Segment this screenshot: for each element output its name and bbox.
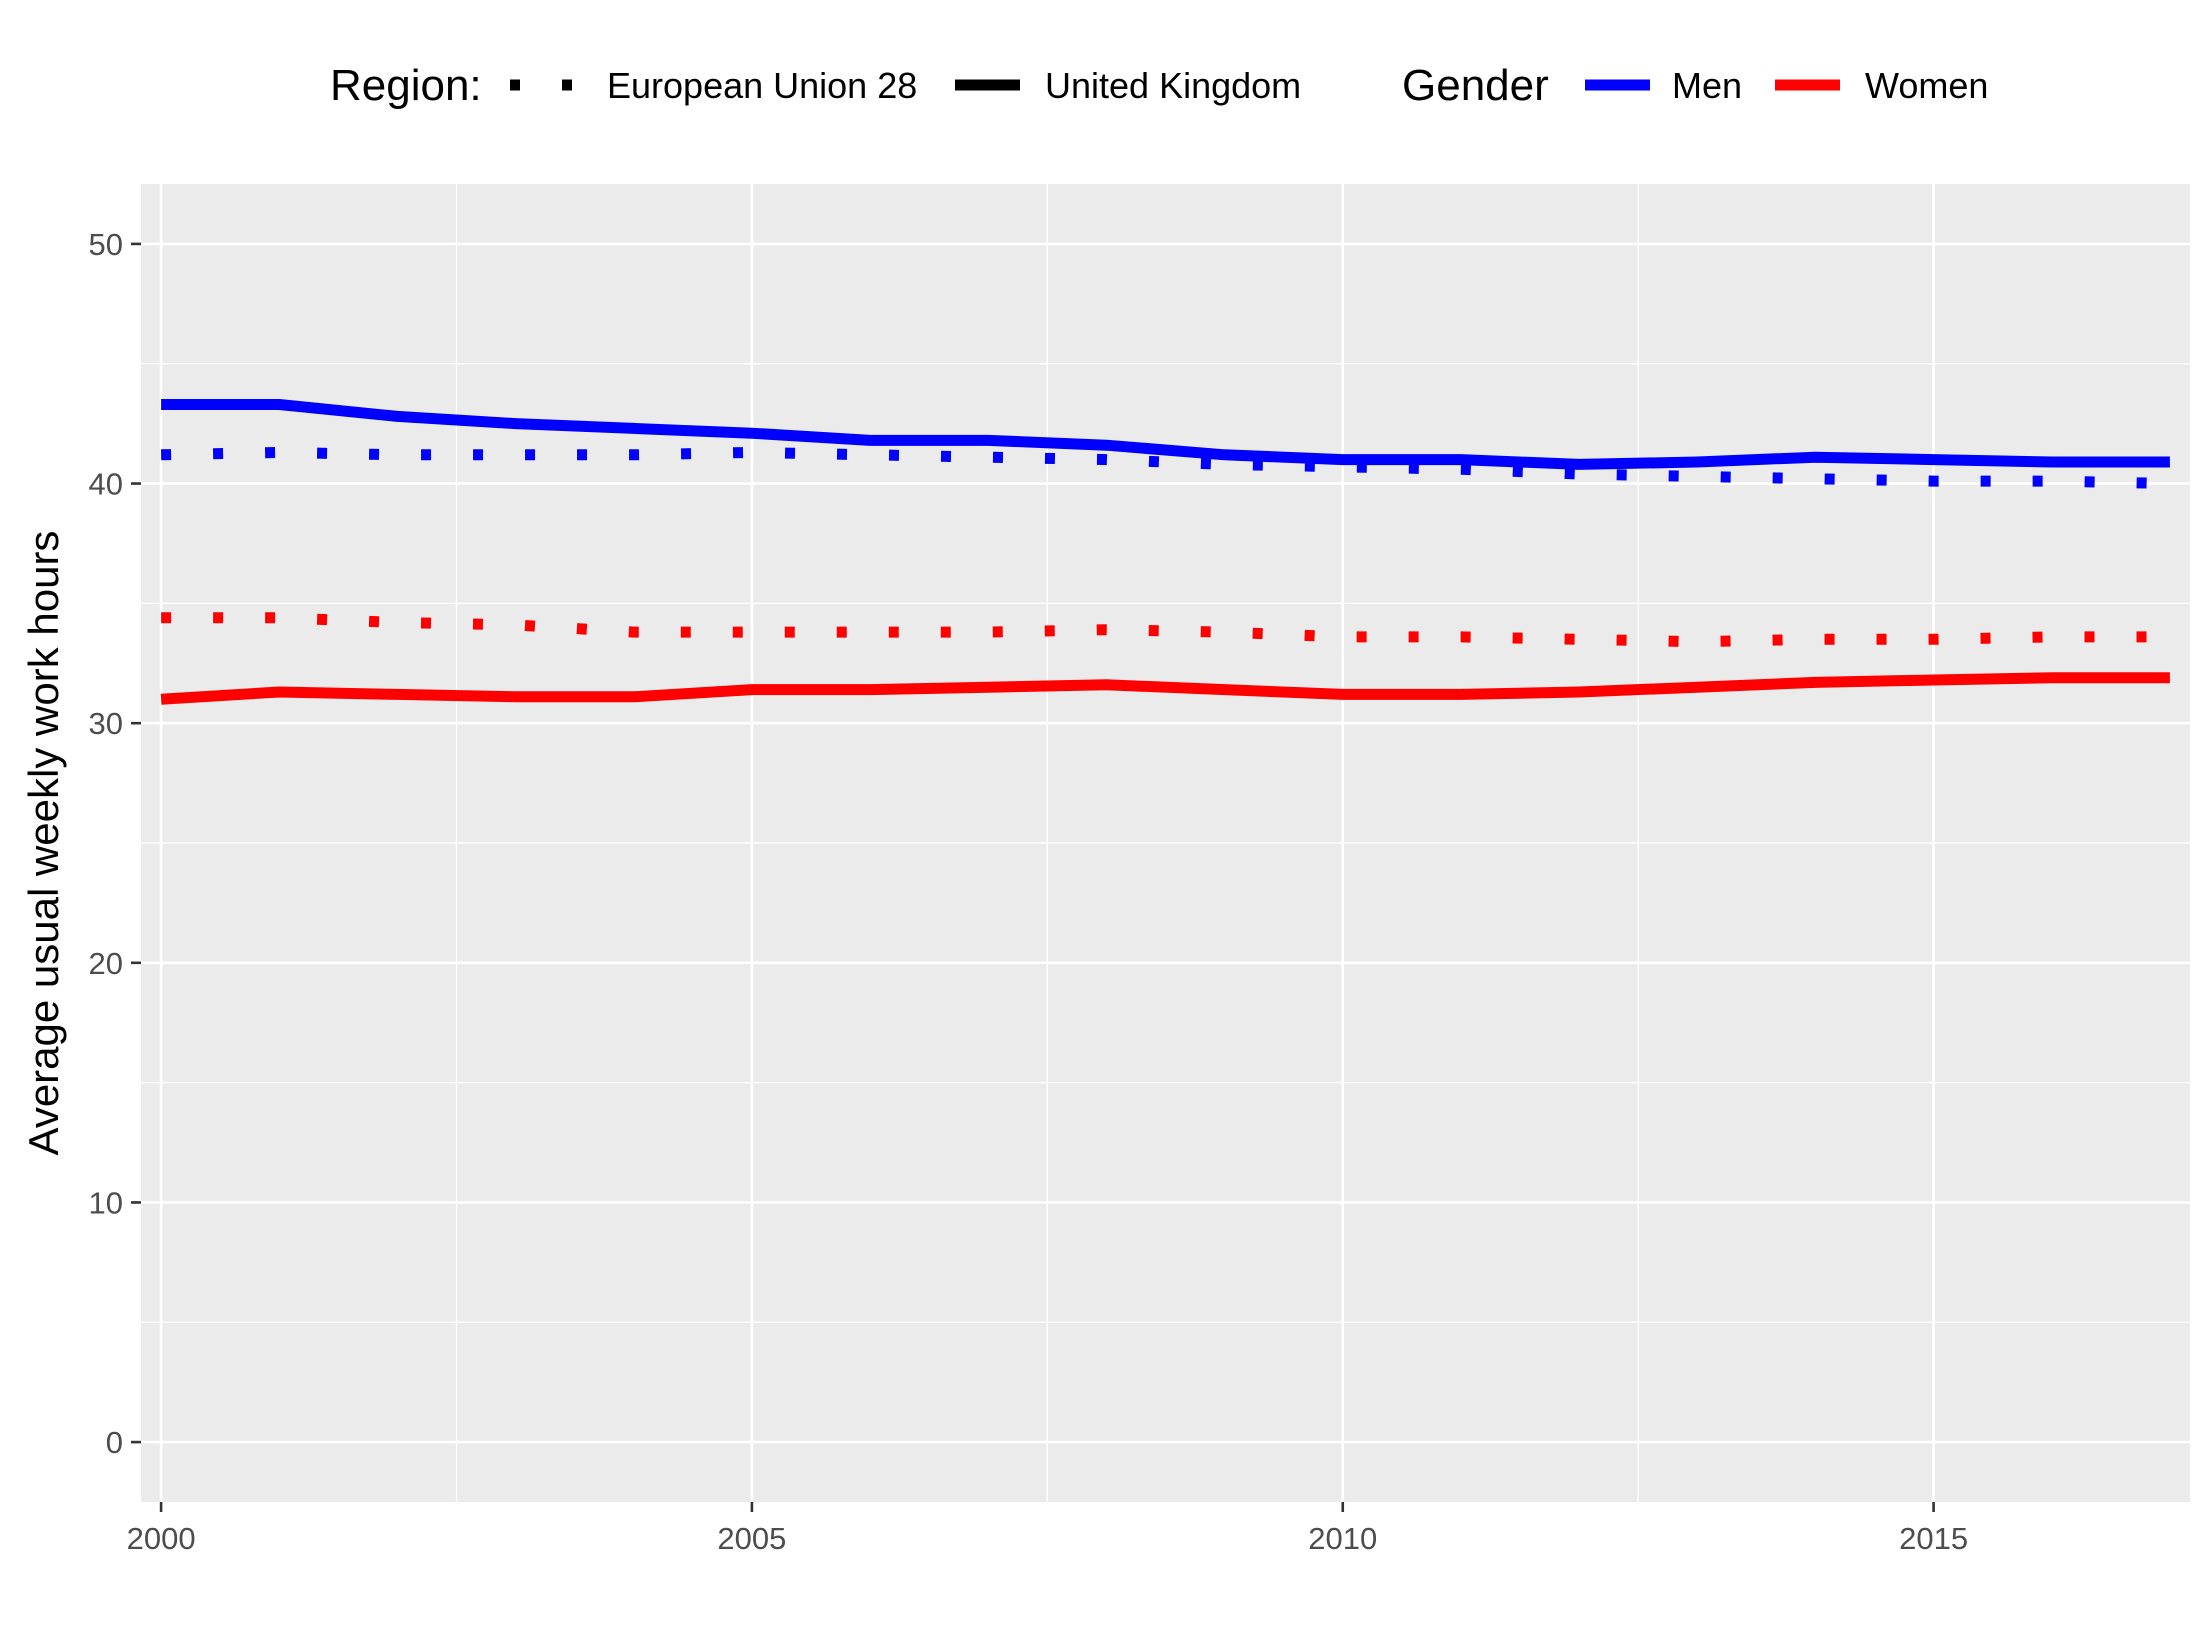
y-tick-label: 0	[106, 1425, 123, 1460]
y-tick-label: 50	[89, 227, 123, 262]
legend: Region: European Union 28 United Kingdom Ge…	[330, 61, 1988, 110]
x-tick-label: 2010	[1308, 1521, 1377, 1556]
minor-gridlines	[141, 184, 2190, 1502]
series-lines	[160, 399, 2171, 705]
legend-title-gender: Gender	[1402, 61, 1549, 110]
x-axis-tick-labels: 2000 2005 2010 2015	[127, 1521, 1968, 1556]
legend-label-united-kingdom: United Kingdom	[1045, 65, 1301, 106]
legend-title-region: Region:	[330, 61, 482, 110]
legend-label-women: Women	[1865, 65, 1988, 106]
series-line-united-kingdom-men	[161, 399, 2170, 470]
y-axis-tick-labels: 0 10 20 30 40 50	[89, 227, 123, 1460]
legend-label-european-union-28: European Union 28	[607, 65, 917, 106]
axis-ticks	[131, 242, 1935, 1512]
x-tick-label: 2005	[717, 1521, 786, 1556]
legend-label-men: Men	[1672, 65, 1742, 106]
major-gridlines	[141, 184, 2190, 1502]
y-axis-title: Average usual weekly work hours	[20, 531, 67, 1156]
x-tick-label: 2000	[127, 1521, 196, 1556]
y-tick-label: 40	[89, 467, 123, 502]
y-tick-label: 20	[89, 946, 123, 981]
y-tick-label: 10	[89, 1185, 123, 1220]
y-tick-label: 30	[89, 706, 123, 741]
series-line-united-kingdom-women	[160, 672, 2170, 705]
x-tick-label: 2015	[1899, 1521, 1968, 1556]
